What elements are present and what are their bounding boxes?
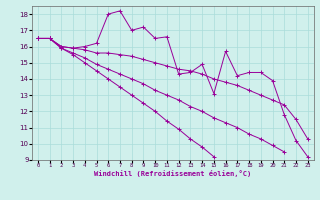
- X-axis label: Windchill (Refroidissement éolien,°C): Windchill (Refroidissement éolien,°C): [94, 170, 252, 177]
